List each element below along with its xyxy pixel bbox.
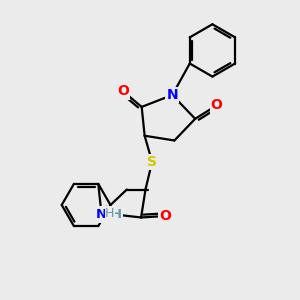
Text: O: O [160,209,171,223]
Text: N: N [97,208,108,221]
Text: O: O [117,84,129,98]
Text: O: O [211,98,223,112]
Text: N: N [167,88,178,102]
Text: H: H [111,208,122,221]
Text: N: N [96,208,107,221]
Text: H: H [105,207,114,220]
Text: S: S [147,155,157,169]
